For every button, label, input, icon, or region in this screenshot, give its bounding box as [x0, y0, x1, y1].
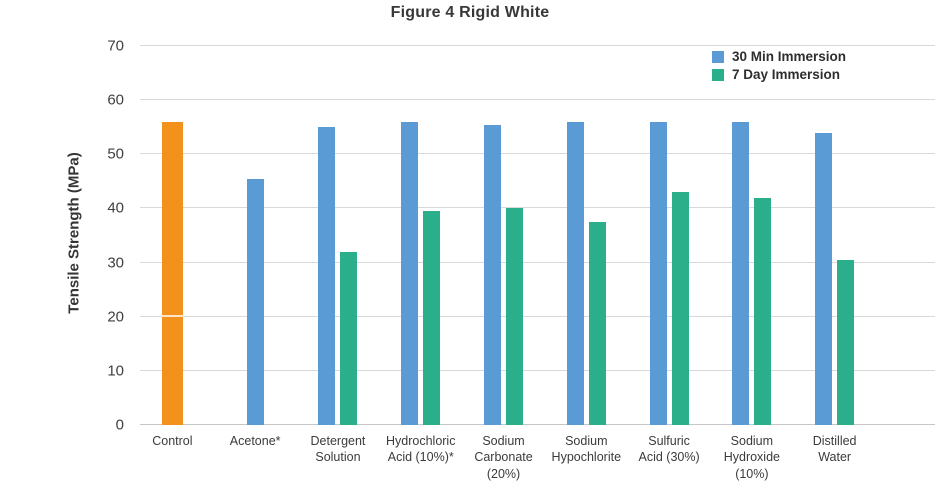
bar-slot-sodium-hypochlorite: [545, 46, 628, 425]
control-bar-artifact-line: [161, 314, 183, 317]
bar-hydrochloric-acid-10-7-day-immersion: [423, 211, 441, 425]
gridline-50: [140, 153, 935, 155]
legend: 30 Min Immersion 7 Day Immersion: [712, 49, 846, 85]
gridline-40: [140, 207, 935, 209]
bar-sodium-hydroxide-10-7-day-immersion: [754, 197, 772, 425]
bars-row: [131, 46, 876, 425]
x-category-label-acetone: Acetone*: [229, 434, 281, 448]
legend-swatch-icon: [712, 68, 724, 81]
legend-label: 7 Day Immersion: [732, 67, 841, 82]
y-tick-label-60: 60: [107, 91, 124, 109]
x-category-label-sulfuric-acid-30: Sulfuric Acid (30%): [638, 434, 700, 465]
legend-row-1: 7 Day Immersion: [712, 67, 846, 82]
y-tick-labels: 0 10 20 30 40 50 60 70: [90, 38, 130, 434]
bar-slot-control: [131, 46, 214, 425]
bar-sodium-hypochlorite-30-min-immersion: [566, 121, 584, 425]
bar-slot-detergent-solution: [297, 46, 380, 425]
legend-swatch-icon: [712, 50, 724, 63]
bar-slot-acetone: [214, 46, 297, 425]
legend-row-0: 30 Min Immersion: [712, 49, 846, 64]
bar-detergent-solution-30-min-immersion: [318, 127, 336, 425]
x-category-label-distilled-water: Distilled Water: [812, 434, 857, 465]
bar-distilled-water-30-min-immersion: [815, 132, 833, 425]
bar-distilled-water-7-day-immersion: [837, 259, 855, 425]
y-tick-label-30: 30: [107, 254, 124, 272]
x-category-label-control: Control: [152, 434, 193, 448]
bar-slot-hydrochloric-acid-10: [379, 46, 462, 425]
y-tick-label-50: 50: [107, 145, 124, 163]
bar-sodium-hypochlorite-7-day-immersion: [588, 221, 606, 425]
bar-slot-sulfuric-acid-30: [628, 46, 711, 425]
bar-hydrochloric-acid-10-30-min-immersion: [401, 121, 419, 425]
bar-slot-distilled-water: [793, 46, 876, 425]
x-category-labels: Control Acetone* Detergent Solution Hydrochl…: [131, 433, 876, 482]
x-category-label-sodium-hydroxide-10: Sodium Hydroxide (10%): [723, 434, 780, 481]
gridline-70: [140, 45, 935, 46]
x-category-label-sodium-carbonate-20: Sodium Carbonate (20%): [474, 434, 533, 481]
bar-detergent-solution-7-day-immersion: [340, 251, 358, 425]
gridline-30: [140, 261, 935, 263]
y-axis-title-text: Tensile Strength (MPa): [65, 152, 83, 314]
plot-area: [140, 45, 935, 425]
bar-control-control: [161, 121, 183, 425]
bar-sodium-hydroxide-10-30-min-immersion: [732, 121, 750, 425]
gridline-10: [140, 369, 935, 371]
y-tick-label-10: 10: [107, 362, 124, 380]
bar-acetone-30-min-immersion: [246, 178, 264, 425]
y-tick-label-0: 0: [115, 416, 124, 434]
y-tick-label-20: 20: [107, 308, 124, 326]
legend-label: 30 Min Immersion: [732, 49, 847, 64]
x-category-label-hydrochloric-acid-10: Hydrochloric Acid (10%)*: [386, 434, 456, 465]
bar-slot-sodium-carbonate-20: [462, 46, 545, 425]
x-category-label-detergent-solution: Detergent Solution: [310, 434, 366, 465]
gridline-0: [140, 424, 935, 425]
gridline-60: [140, 99, 935, 101]
bar-sodium-carbonate-20-30-min-immersion: [484, 124, 502, 425]
bar-sulfuric-acid-30-7-day-immersion: [671, 192, 689, 425]
y-tick-label-70: 70: [107, 37, 124, 55]
x-category-label-sodium-hypochlorite: Sodium Hypochlorite: [551, 434, 622, 465]
gridline-20: [140, 315, 935, 317]
bar-slot-sodium-hydroxide-10: [710, 46, 793, 425]
bar-sodium-carbonate-20-7-day-immersion: [506, 208, 524, 425]
bar-sulfuric-acid-30-30-min-immersion: [649, 121, 667, 425]
y-tick-label-40: 40: [107, 199, 124, 217]
chart-title: Figure 4 Rigid White: [390, 4, 550, 21]
